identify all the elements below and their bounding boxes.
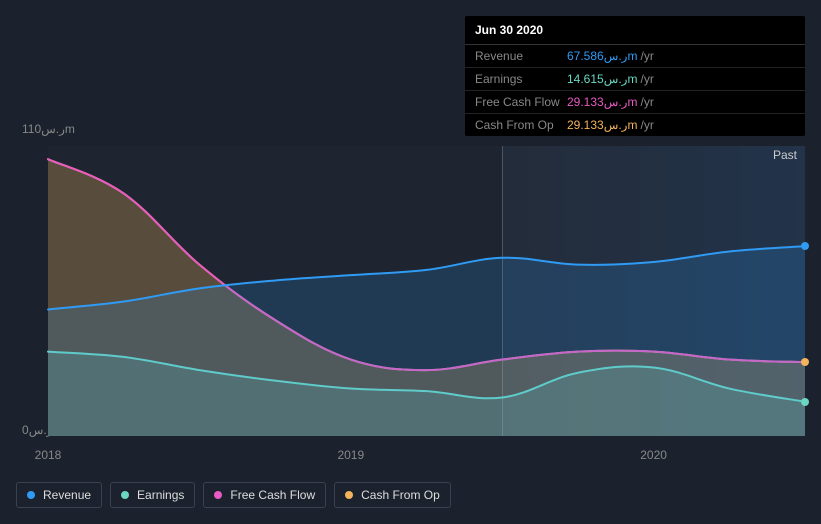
tooltip-row-label: Earnings bbox=[475, 72, 567, 86]
legend-label: Cash From Op bbox=[361, 488, 440, 502]
tooltip-row-label: Cash From Op bbox=[475, 118, 567, 132]
legend-item-earnings[interactable]: Earnings bbox=[110, 482, 195, 508]
legend-item-revenue[interactable]: Revenue bbox=[16, 482, 102, 508]
chart-plot-area[interactable] bbox=[48, 146, 805, 436]
legend-item-free_cash_flow[interactable]: Free Cash Flow bbox=[203, 482, 326, 508]
tooltip-row-value: 29.133ر.سm /yr bbox=[567, 118, 654, 132]
legend-dot-icon bbox=[345, 491, 353, 499]
tooltip-row: Cash From Op29.133ر.سm /yr bbox=[465, 114, 805, 136]
x-tick: 2018 bbox=[35, 448, 62, 462]
series-end-dot-revenue bbox=[801, 242, 809, 250]
x-axis: 201820192020 bbox=[48, 448, 805, 468]
tooltip-row: Free Cash Flow29.133ر.سm /yr bbox=[465, 91, 805, 114]
x-tick: 2020 bbox=[640, 448, 667, 462]
chart-svg bbox=[48, 146, 805, 436]
past-label: Past bbox=[773, 148, 797, 162]
legend-label: Free Cash Flow bbox=[230, 488, 315, 502]
legend-label: Revenue bbox=[43, 488, 91, 502]
x-tick: 2019 bbox=[337, 448, 364, 462]
tooltip-row-label: Revenue bbox=[475, 49, 567, 63]
tooltip-row: Revenue67.586ر.سm /yr bbox=[465, 45, 805, 68]
tooltip-row-label: Free Cash Flow bbox=[475, 95, 567, 109]
legend-item-cash_from_op[interactable]: Cash From Op bbox=[334, 482, 451, 508]
legend-dot-icon bbox=[27, 491, 35, 499]
legend-label: Earnings bbox=[137, 488, 184, 502]
tooltip-title: Jun 30 2020 bbox=[465, 16, 805, 45]
chart-legend: Revenue Earnings Free Cash Flow Cash From O… bbox=[16, 482, 451, 508]
series-end-dot-cash_from_op bbox=[801, 358, 809, 366]
tooltip-row-value: 29.133ر.سm /yr bbox=[567, 95, 654, 109]
tooltip-row-value: 67.586ر.سm /yr bbox=[567, 49, 654, 63]
chart-tooltip: Jun 30 2020 Revenue67.586ر.سm /yrEarning… bbox=[465, 16, 805, 136]
legend-dot-icon bbox=[214, 491, 222, 499]
series-end-dot-earnings bbox=[801, 398, 809, 406]
y-axis-max-label: 110ر.سm bbox=[22, 122, 75, 136]
tooltip-row-value: 14.615ر.سm /yr bbox=[567, 72, 654, 86]
legend-dot-icon bbox=[121, 491, 129, 499]
tooltip-row: Earnings14.615ر.سm /yr bbox=[465, 68, 805, 91]
